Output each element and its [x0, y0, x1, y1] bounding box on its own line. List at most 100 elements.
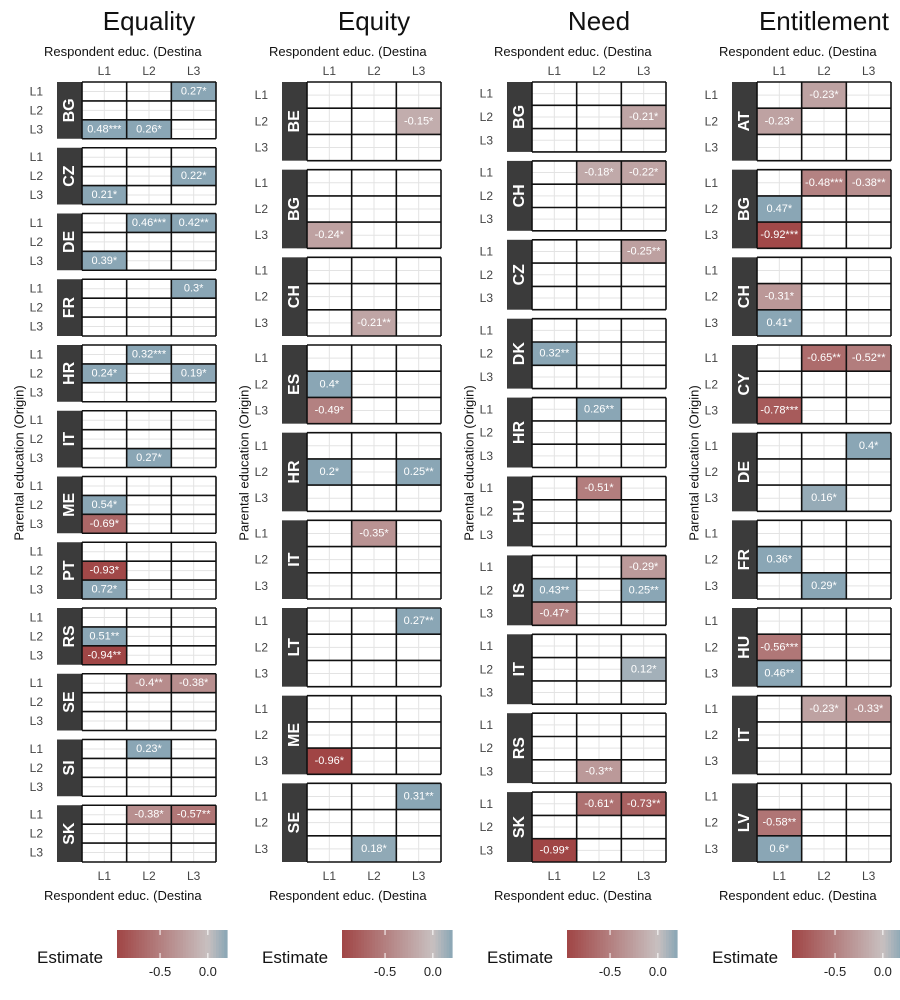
cell-value-label: -0.23* — [765, 115, 795, 127]
legend-color-step — [627, 930, 631, 958]
y-tick-label: L3 — [30, 254, 44, 268]
y-tick-label: L3 — [30, 320, 44, 334]
y-tick-label: L1 — [255, 351, 269, 365]
y-tick-label: L3 — [30, 517, 44, 531]
y-tick-label: L3 — [705, 491, 719, 505]
facet-bg: BG -0.21* L1 L2 L3 — [480, 81, 667, 153]
legend-color-step — [191, 930, 195, 958]
legend-color-step — [397, 930, 401, 958]
legend-color-step — [671, 930, 675, 958]
legend-color-step — [130, 930, 135, 958]
y-tick-label: L1 — [255, 789, 269, 803]
legend-color-step — [655, 930, 659, 958]
country-label: ES — [286, 373, 303, 395]
y-tick-label: L2 — [705, 290, 719, 304]
x-tick-label-top: L2 — [592, 64, 606, 78]
legend-color-step — [860, 930, 865, 958]
cell-value-label: -0.47* — [540, 608, 570, 620]
y-tick-label: L1 — [30, 479, 44, 493]
heatmap-cell — [621, 792, 666, 816]
y-tick-label: L2 — [705, 114, 719, 128]
heatmap-cell — [576, 160, 622, 185]
y-tick-label: L3 — [255, 141, 269, 155]
x-tick-label-top: L1 — [323, 64, 337, 78]
facet-strip — [282, 257, 307, 336]
y-tick-label: L3 — [705, 667, 719, 681]
legend-color-step — [800, 930, 804, 958]
heatmap-cell — [396, 783, 441, 810]
legend-color-step — [446, 930, 450, 958]
facet-bg: BG -0.48*** -0.38** 0.47* -0.92*** L1 L2 L3 — [705, 168, 892, 250]
legend-color-step — [613, 930, 618, 958]
country-label: SI — [61, 760, 78, 775]
y-tick-label: L2 — [705, 728, 719, 742]
cell-value-label: 0.26* — [136, 123, 162, 135]
facet-strip — [507, 634, 532, 705]
cell-value-label: -0.49* — [315, 405, 345, 417]
legend-color-step — [430, 930, 434, 958]
legend-color-step — [836, 930, 840, 958]
y-tick-label: L2 — [705, 816, 719, 830]
country-label: HR — [511, 421, 528, 445]
cell-value-label: 0.32*** — [132, 348, 167, 360]
legend-color-step — [133, 930, 137, 958]
y-tick-label: L3 — [480, 843, 494, 857]
y-tick-label: L1 — [30, 808, 44, 822]
x-tick-label-top: L3 — [862, 64, 876, 78]
legend-color-step — [814, 930, 818, 958]
heatmap-cell — [82, 645, 127, 665]
legend-color-step — [413, 930, 417, 958]
heatmap-cell — [126, 448, 172, 468]
y-tick-label: L2 — [30, 498, 44, 512]
cell-value-label: -0.35* — [359, 527, 389, 539]
facet-hr: HR 0.26** L1 L2 L3 — [480, 396, 667, 469]
legend-color-step — [441, 930, 445, 958]
country-label: IT — [511, 662, 528, 676]
legend-color-step — [652, 930, 656, 958]
facet-bg: BG 0.27* 0.48*** 0.26* L1 L2 L3 — [30, 81, 217, 140]
facet-ch: CH -0.18* -0.22* L1 L2 L3 — [480, 160, 667, 232]
facet-cz: CZ 0.22* 0.21* L1 L2 L3 — [30, 146, 217, 206]
y-tick-label: L1 — [705, 88, 719, 102]
legend-color-step — [569, 930, 574, 958]
facet-sk: SK -0.61* -0.73** -0.99* L1 L2 L3 — [480, 791, 667, 863]
legend-color-step — [616, 930, 620, 958]
country-label: PT — [61, 560, 78, 581]
legend-color-step — [882, 930, 887, 958]
legend-color-step — [597, 930, 601, 958]
legend-color-step — [421, 930, 426, 958]
legend: Estimate -0.5 0.0 — [262, 930, 453, 979]
cell-value-label: 0.32** — [539, 348, 570, 360]
country-label: CZ — [511, 264, 528, 286]
legend-color-step — [394, 930, 398, 958]
facet-strip — [732, 520, 757, 599]
heatmap-cell — [757, 835, 802, 862]
heatmap-cell — [82, 185, 127, 205]
legend-color-step — [852, 930, 856, 958]
legend-color-step — [849, 930, 854, 958]
facet-strip — [57, 213, 82, 271]
legend-color-step — [128, 930, 132, 958]
legend-color-step — [858, 930, 862, 958]
legend-color-step — [408, 930, 412, 958]
legend-color-step — [803, 930, 807, 958]
x-tick-label-top: L2 — [142, 64, 156, 78]
legend: Estimate -0.5 0.0 — [37, 930, 228, 979]
heatmap-cell — [82, 561, 127, 581]
legend-color-step — [172, 930, 176, 958]
facet-sk: SK -0.38* -0.57** L1 L2 L3 — [30, 804, 217, 863]
y-tick-label: L3 — [255, 228, 269, 242]
y-tick-label: L2 — [30, 761, 44, 775]
legend-color-step — [838, 930, 843, 958]
x-axis-title-top: Respondent educ. (Destina — [269, 44, 427, 59]
legend-color-step — [805, 930, 810, 958]
legend-tick-label: -0.5 — [374, 964, 396, 979]
y-tick-label: L1 — [705, 263, 719, 277]
y-tick-label: L2 — [255, 465, 269, 479]
cell-value-label: 0.4* — [859, 440, 879, 452]
facet-strip — [57, 805, 82, 862]
facet-it: IT 0.27* L1 L2 L3 — [30, 409, 217, 469]
heatmap-cell — [171, 805, 216, 825]
cell-value-label: -0.24* — [315, 229, 345, 241]
legend-color-step — [896, 930, 900, 958]
